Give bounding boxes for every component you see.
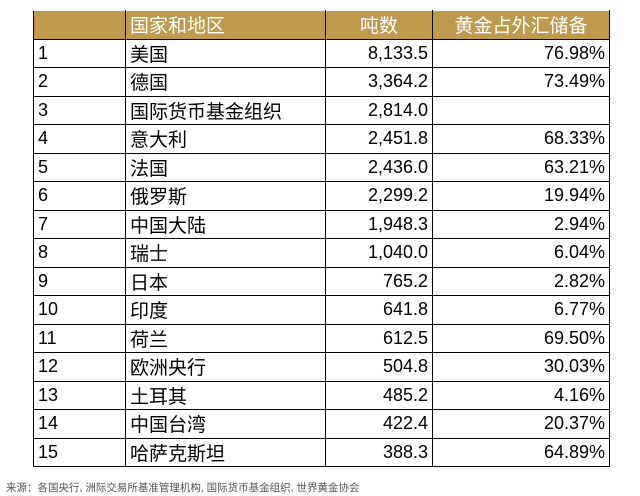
table-row: 14 中国台湾 422.4 20.37%	[33, 409, 610, 439]
table-row: 7 中国大陆 1,948.3 2.94%	[33, 209, 610, 239]
table-cell: 9	[33, 266, 126, 296]
table-cell: 欧洲央行	[125, 352, 326, 382]
table-cell: 13	[33, 380, 126, 410]
table-cell: 15	[33, 437, 126, 467]
table-cell: 4	[33, 124, 126, 154]
table-cell: 法国	[125, 152, 326, 182]
table-cell: 6.04%	[432, 238, 610, 268]
table-cell: 641.8	[325, 295, 433, 325]
table-cell: 日本	[125, 266, 326, 296]
table-row: 3 国际货币基金组织 2,814.0	[33, 95, 610, 125]
table-cell: 3,364.2	[325, 67, 433, 97]
table-cell: 63.21%	[432, 152, 610, 182]
header-row: 国家和地区 吨数 黄金占外汇储备	[33, 10, 610, 40]
table-cell: 印度	[125, 295, 326, 325]
table-row: 2 德国 3,364.2 73.49%	[33, 67, 610, 97]
table-row: 8 瑞士 1,040.0 6.04%	[33, 238, 610, 268]
table-cell: 69.50%	[432, 323, 610, 353]
header-cell: 吨数	[325, 10, 433, 40]
table-cell: 中国大陆	[125, 209, 326, 239]
table-cell: 11	[33, 323, 126, 353]
table-cell: 5	[33, 152, 126, 182]
table-cell: 2,299.2	[325, 181, 433, 211]
table-cell: 2	[33, 67, 126, 97]
table-cell: 2,436.0	[325, 152, 433, 182]
table-cell: 2.94%	[432, 209, 610, 239]
table-cell: 10	[33, 295, 126, 325]
table-cell: 土耳其	[125, 380, 326, 410]
table-cell: 6	[33, 181, 126, 211]
table-cell: 8,133.5	[325, 38, 433, 68]
table-cell: 388.3	[325, 437, 433, 467]
table-row: 6 俄罗斯 2,299.2 19.94%	[33, 181, 610, 211]
table-cell: 2,814.0	[325, 95, 433, 125]
table-cell: 哈萨克斯坦	[125, 437, 326, 467]
table-row: 10 印度 641.8 6.77%	[33, 295, 610, 325]
source-note: 来源：各国央行, 洲际交易所基准管理机构, 国际货币基金组织, 世界黄金协会	[6, 482, 360, 494]
table-body: 1 美国 8,133.5 76.98% 2 德国 3,364.2 73.49% 3 国际货币基金组…	[33, 38, 610, 467]
table-cell: 1,948.3	[325, 209, 433, 239]
table-cell: 6.77%	[432, 295, 610, 325]
header-cell	[33, 10, 126, 40]
table-cell: 8	[33, 238, 126, 268]
table-cell: 612.5	[325, 323, 433, 353]
table-row: 4 意大利 2,451.8 68.33%	[33, 124, 610, 154]
table-cell: 3	[33, 95, 126, 125]
table-cell: 68.33%	[432, 124, 610, 154]
table-cell: 30.03%	[432, 352, 610, 382]
table-cell: 1	[33, 38, 126, 68]
table-cell: 4.16%	[432, 380, 610, 410]
header-cell: 黄金占外汇储备	[432, 10, 610, 40]
table-row: 1 美国 8,133.5 76.98%	[33, 38, 610, 68]
table-cell: 国际货币基金组织	[125, 95, 326, 125]
table-cell: 12	[33, 352, 126, 382]
table-cell: 2,451.8	[325, 124, 433, 154]
table-cell: 荷兰	[125, 323, 326, 353]
table-cell: 瑞士	[125, 238, 326, 268]
table-row: 15 哈萨克斯坦 388.3 64.89%	[33, 437, 610, 467]
table-cell: 64.89%	[432, 437, 610, 467]
table-row: 9 日本 765.2 2.82%	[33, 266, 610, 296]
table-cell: 76.98%	[432, 38, 610, 68]
table-cell	[432, 95, 610, 125]
table-cell: 意大利	[125, 124, 326, 154]
table-cell: 中国台湾	[125, 409, 326, 439]
table-cell: 美国	[125, 38, 326, 68]
table-cell: 俄罗斯	[125, 181, 326, 211]
table-cell: 422.4	[325, 409, 433, 439]
table-cell: 14	[33, 409, 126, 439]
table-cell: 2.82%	[432, 266, 610, 296]
table-cell: 504.8	[325, 352, 433, 382]
table-cell: 20.37%	[432, 409, 610, 439]
table-cell: 19.94%	[432, 181, 610, 211]
table-row: 13 土耳其 485.2 4.16%	[33, 380, 610, 410]
table-row: 5 法国 2,436.0 63.21%	[33, 152, 610, 182]
gold-table: 国家和地区 吨数 黄金占外汇储备 1 美国 8,133.5 76.98% 2 德国 3,36…	[33, 10, 610, 467]
table-cell: 485.2	[325, 380, 433, 410]
table-cell: 德国	[125, 67, 326, 97]
table-cell: 73.49%	[432, 67, 610, 97]
table-row: 12 欧洲央行 504.8 30.03%	[33, 352, 610, 382]
table-cell: 7	[33, 209, 126, 239]
table-cell: 1,040.0	[325, 238, 433, 268]
table-row: 11 荷兰 612.5 69.50%	[33, 323, 610, 353]
table-cell: 765.2	[325, 266, 433, 296]
header-cell: 国家和地区	[125, 10, 326, 40]
